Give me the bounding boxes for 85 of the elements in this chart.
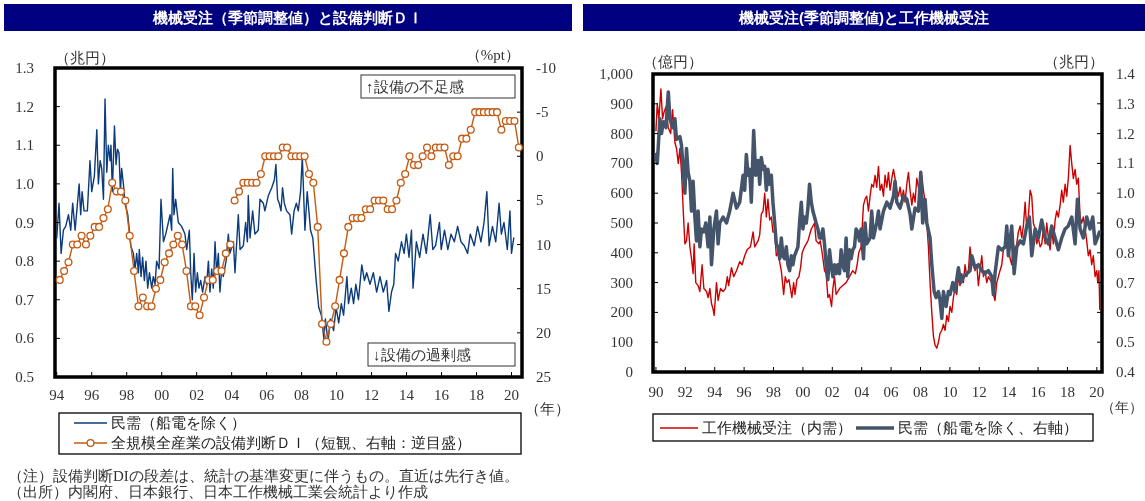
y-tick-label: 1,000 (599, 66, 633, 82)
y-tick-label: 800 (610, 125, 633, 142)
x-tick-label: 02 (189, 387, 205, 403)
y2-tick-label: 15 (536, 280, 551, 297)
x-tick-label: 92 (677, 384, 693, 400)
chart-title: 機械受注（季節調整値）と設備判断ＤＩ (152, 9, 423, 26)
x-axis-title: （年） (1101, 399, 1143, 415)
x-axis-title: （年） (524, 401, 570, 417)
y2-tick-label: -5 (536, 104, 549, 121)
y-tick-label: 0.8 (15, 253, 34, 270)
y2-tick-label: -10 (536, 60, 556, 76)
x-tick-label: 10 (329, 387, 345, 403)
y2-tick-label: 20 (536, 324, 551, 341)
y-tick-label: 900 (610, 95, 633, 112)
legend-label: 民需（船電を除く、右軸） (898, 420, 1078, 436)
x-tick-label: 04 (854, 384, 870, 400)
y2-tick-label: 10 (536, 236, 551, 253)
y-axis-title: （兆円） (55, 50, 115, 66)
x-tick-label: 96 (736, 384, 753, 400)
y-tick-label: 100 (610, 334, 633, 351)
y2-tick-label: 0 (536, 148, 544, 165)
x-tick-label: 14 (399, 387, 415, 403)
x-tick-label: 00 (154, 387, 170, 403)
y2-tick-label: 0.6 (1116, 304, 1136, 321)
y2-axis-title: （兆円） (1044, 54, 1104, 70)
chart-title: 機械受注(季節調整値)と工作機械受注 (738, 9, 989, 26)
y-tick-label: 0.9 (15, 214, 34, 231)
x-tick-label: 12 (364, 387, 380, 403)
y-tick-label: 400 (610, 244, 633, 261)
text: （出所）内閣府、日本銀行、日本工作機械工業会統計より作成 (8, 484, 428, 500)
legend-label: 民需（船電を除く） (111, 415, 246, 431)
x-tick-label: 90 (648, 384, 664, 400)
legend-label: 工作機械受注（内需） (702, 420, 852, 436)
y2-tick-label: 1.3 (1116, 95, 1135, 112)
y-tick-label: 1.2 (15, 98, 34, 115)
y2-axis-title: （%pt） (465, 47, 520, 63)
y-tick-label: 0.5 (15, 369, 34, 385)
x-tick-label: 16 (434, 387, 450, 403)
x-tick-label: 18 (1059, 384, 1075, 400)
text: （注）設備判断DIの段差は、統計の基準変更に伴うもの。直近は先行き値。 (8, 468, 519, 484)
x-tick-label: 14 (1001, 384, 1017, 400)
x-tick-label: 98 (119, 387, 135, 403)
y-tick-label: 0.6 (15, 330, 35, 347)
y2-tick-label: 1.1 (1116, 155, 1135, 172)
y2-tick-label: 1.2 (1116, 125, 1135, 142)
annotation: ↑設備の不足感 (366, 79, 464, 95)
y-tick-label: 1.1 (15, 137, 34, 154)
x-tick-label: 04 (224, 387, 240, 403)
y2-tick-label: 1.4 (1116, 66, 1136, 82)
y-tick-label: 300 (610, 274, 633, 291)
x-tick-label: 10 (942, 384, 958, 400)
y2-tick-label: 1.0 (1116, 185, 1135, 202)
x-tick-label: 98 (766, 384, 782, 400)
y-tick-label: 1.3 (15, 60, 34, 76)
x-tick-label: 00 (795, 384, 811, 400)
x-tick-label: 94 (49, 387, 65, 403)
y2-tick-label: 0.5 (1116, 334, 1135, 351)
x-tick-label: 06 (259, 387, 275, 403)
x-tick-label: 94 (707, 384, 723, 400)
x-tick-label: 08 (912, 384, 928, 400)
y-tick-label: 600 (610, 185, 633, 202)
x-tick-label: 20 (1089, 384, 1105, 400)
x-tick-label: 96 (84, 387, 100, 403)
x-tick-label: 02 (824, 384, 840, 400)
x-tick-label: 12 (971, 384, 987, 400)
y-axis-title: （億円） (643, 54, 703, 70)
x-tick-label: 16 (1030, 384, 1047, 400)
x-tick-label: 20 (504, 387, 520, 403)
y2-tick-label: 5 (536, 192, 544, 209)
y2-tick-label: 0.7 (1116, 274, 1136, 291)
y2-tick-label: 0.4 (1116, 364, 1136, 380)
y-tick-label: 0.7 (15, 291, 35, 308)
y-tick-label: 200 (610, 304, 633, 321)
annotation: ↓設備の過剰感 (373, 347, 471, 363)
x-tick-label: 18 (469, 387, 485, 403)
y-tick-label: 500 (610, 215, 633, 231)
y-tick-label: 1.0 (15, 175, 34, 192)
legend-label: 全規模全産業の設備判断ＤＩ（短観、右軸：逆目盛） (111, 435, 471, 451)
x-tick-label: 08 (294, 387, 310, 403)
y-tick-label: 700 (610, 155, 633, 172)
y2-tick-label: 0.8 (1116, 244, 1135, 261)
x-tick-label: 06 (883, 384, 900, 400)
y2-tick-label: 0.9 (1116, 215, 1135, 231)
y2-tick-label: 25 (536, 369, 551, 385)
y-tick-label: 0 (625, 364, 633, 380)
